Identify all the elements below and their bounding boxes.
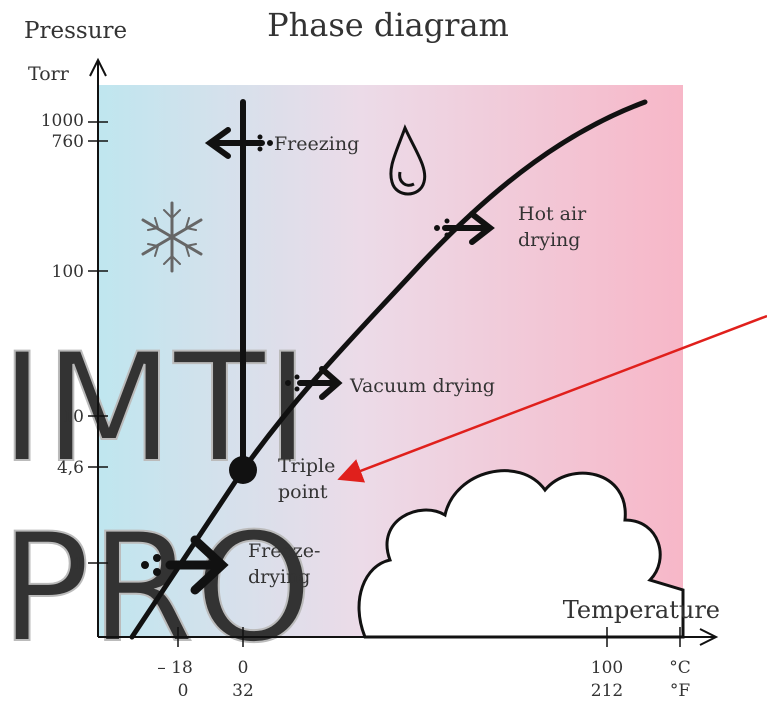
freeze-drying-label: drying (248, 566, 310, 588)
cloud (357, 469, 685, 639)
x-tick: – 18 (157, 658, 193, 678)
y-tick: 100 (52, 262, 84, 282)
vacuum-label: Vacuum drying (349, 375, 495, 397)
process-arrows (141, 127, 495, 595)
freeze-drying-label: Freeze- (248, 540, 320, 562)
hot-air-label: Hot air (518, 203, 587, 225)
y-tick: 1000 (41, 111, 84, 131)
watermark: PRO (0, 502, 313, 676)
y-tick: 760 (52, 132, 84, 152)
y-tick: 4,6 (57, 458, 84, 478)
phase-lines (129, 99, 648, 640)
y-ticks: 1000 760 100 10 4,6 1 (41, 111, 84, 574)
y-tick: 1 (73, 554, 84, 574)
x-ticks: – 18 0 100 °C 0 32 212 °F (157, 658, 691, 701)
hot-air-label: drying (518, 229, 580, 251)
x-unit: °C (669, 658, 691, 678)
triple-point-label: Triple (278, 455, 335, 477)
triple-point-label: point (278, 481, 328, 503)
drop-icon (389, 124, 427, 196)
snowflake-icon (141, 201, 203, 273)
y-axis-unit: Torr (28, 63, 70, 85)
y-axis-label: Pressure (24, 18, 127, 44)
region-labels: Freezing Hot air drying Vacuum drying Tr… (248, 133, 587, 588)
x-unit: °F (670, 681, 691, 701)
title: Phase diagram (267, 6, 509, 44)
x-axis-label: Temperature (563, 596, 720, 624)
x-tick: 32 (232, 681, 254, 701)
freezing-label: Freezing (274, 133, 359, 155)
triple-point (229, 456, 257, 484)
axes (88, 57, 719, 647)
y-tick: 10 (62, 407, 84, 427)
x-tick: 0 (178, 681, 189, 701)
x-tick: 100 (591, 658, 623, 678)
watermark: IMTI (0, 322, 310, 496)
pointer-arrow (337, 314, 767, 483)
x-tick: 0 (238, 658, 249, 678)
x-tick: 212 (591, 681, 623, 701)
